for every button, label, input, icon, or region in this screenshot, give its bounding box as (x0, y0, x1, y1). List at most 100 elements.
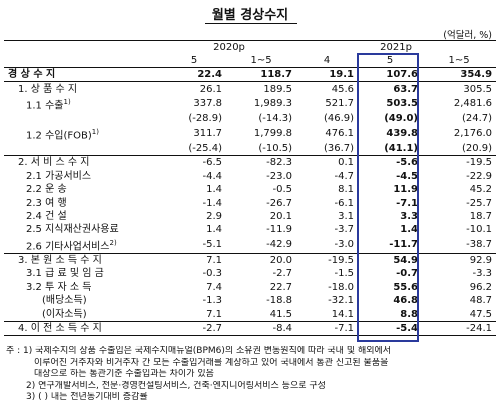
current-account-table: 2020p 2021p 5 1~5 4 5 1~5 경 상 수 지 22.4 118… (4, 40, 497, 337)
value-cell: 45.6 (296, 81, 359, 96)
row-label: 경 상 수 지 (4, 66, 162, 82)
value-cell: (-14.3) (258, 113, 293, 125)
value-cell: -38.7 (466, 239, 493, 251)
value-cell: 22.7 (269, 281, 293, 293)
value-cell: -3.3 (472, 268, 493, 280)
row-label: (배당소득) (42, 295, 87, 307)
value-cell: -11.9 (266, 224, 293, 236)
value-cell: -82.3 (226, 155, 297, 170)
header-row-months: 5 1~5 4 5 1~5 (4, 54, 496, 68)
value-cell: -3.7 (334, 224, 355, 236)
table-row: (이자소득) 7.1 41.5 14.1 8.8 47.5 (4, 307, 496, 321)
value-cell: -8.4 (226, 320, 297, 337)
value-cell: 7.4 (206, 281, 222, 293)
value-cell: (24.7) (461, 113, 493, 125)
value-cell: -10.1 (466, 224, 493, 236)
value-cell: -2.7 (162, 320, 226, 337)
header-col: 4 (323, 55, 331, 66)
footnotes: 주 : 1) 국제수지의 상품 수출입은 국제수지매뉴얼(BPM6)의 소유권 … (6, 346, 496, 404)
page-title: 월별 경상수지 (211, 8, 289, 23)
row-label: 1. 상 품 수 지 (4, 81, 162, 96)
table-row: 3.1 급 료 및 임 금 -0.3 -2.7 -1.5 -0.7 -3.3 (4, 267, 496, 280)
header-col: 5 (190, 55, 198, 66)
value-cell: 2.9 (206, 210, 222, 222)
value-cell: 45.2 (469, 184, 493, 196)
value-cell: 47.5 (469, 308, 493, 320)
value-cell: -6.5 (162, 155, 226, 170)
footnote-line: 대상으로 하는 통관기준 수출입과는 차이가 있음 (34, 369, 214, 379)
header-row-years: 2020p 2021p (4, 40, 497, 54)
value-cell: 7.1 (206, 308, 222, 320)
value-cell: 311.7 (193, 128, 222, 140)
table-row: 4. 이 전 소 득 수 지 -2.7 -8.4 -7.1 -5.4 -24.1 (4, 320, 497, 337)
value-cell: -19.5 (296, 252, 359, 268)
row-label: 2.5 지식재산권사용료 (26, 224, 119, 236)
table-row: 2.2 운 송 1.4 -0.5 8.1 11.9 45.2 (4, 183, 496, 196)
row-label: 2. 서 비 스 수 지 (4, 155, 162, 170)
value-cell: 503.5 (386, 98, 419, 110)
value-cell: (49.0) (384, 113, 419, 125)
value-cell: 1.4 (400, 224, 419, 236)
value-cell: 2,176.0 (453, 128, 493, 140)
value-cell: -4.5 (396, 170, 419, 182)
row-label: 3.1 급 료 및 임 금 (26, 268, 104, 280)
table-row: 1. 상 품 수 지 26.1 189.5 45.6 63.7 305.5 (4, 81, 497, 96)
value-cell: (36.7) (323, 143, 355, 155)
value-cell: 3.1 (338, 210, 355, 222)
row-label: 1.1 수출1) (26, 97, 71, 112)
table-row: 2.1 가공서비스 -4.4 -23.0 -4.7 -4.5 -22.9 (4, 170, 496, 183)
value-cell: -1.4 (202, 197, 222, 209)
value-cell: -2.7 (272, 268, 293, 280)
table-row: 2. 서 비 스 수 지 -6.5 -82.3 0.1 -5.6 -19.5 (4, 155, 497, 170)
value-cell: 476.1 (325, 128, 355, 140)
value-cell: (20.9) (461, 143, 493, 155)
table-row: 3.2 투 자 소 득 7.4 22.7 -18.0 55.6 96.2 (4, 281, 496, 294)
unit-label: (억달러, %) (443, 30, 492, 41)
value-cell: -4.4 (202, 170, 222, 182)
value-cell: -7.1 (296, 320, 359, 337)
table-row: 1.1 수출1) 337.8 1,989.3 521.7 503.5 2,481.6 (4, 96, 496, 112)
value-cell: (-25.4) (188, 143, 222, 155)
row-label: 2.3 여 행 (26, 197, 67, 209)
value-cell: (-10.5) (258, 143, 293, 155)
value-cell: (-28.9) (188, 113, 222, 125)
value-cell: -5.1 (202, 239, 222, 251)
value-cell: (41.1) (384, 143, 419, 155)
value-cell: -3.0 (334, 239, 355, 251)
table-row: (-28.9) (-14.3) (46.9) (49.0) (24.7) (4, 112, 496, 125)
value-cell: -6.1 (334, 197, 355, 209)
value-cell: -24.1 (422, 320, 497, 337)
footnote-line: 3) ( ) 내는 전년동기대비 증감률 (26, 392, 148, 402)
value-cell: 92.9 (422, 252, 497, 268)
value-cell: -32.1 (328, 295, 355, 307)
value-cell: 354.9 (422, 66, 497, 82)
value-cell: -1.5 (334, 268, 355, 280)
footnote-line: 2) 연구개발서비스, 전문·경영컨설팅서비스, 건축·엔지니어링서비스 등으로… (26, 380, 326, 391)
value-cell: 1.4 (206, 184, 222, 196)
row-label: 2.4 건 설 (26, 210, 67, 222)
header-blank (4, 40, 162, 54)
value-cell: -42.9 (266, 239, 293, 251)
value-cell: -5.6 (358, 155, 423, 170)
value-cell: 8.1 (338, 184, 355, 196)
header-blank (4, 54, 162, 68)
value-cell: -0.5 (272, 184, 293, 196)
value-cell: -11.7 (389, 239, 419, 251)
value-cell: 1.4 (206, 224, 222, 236)
value-cell: 189.5 (226, 81, 297, 96)
value-cell: 521.7 (325, 98, 355, 110)
value-cell: -22.9 (466, 170, 493, 182)
value-cell: 11.9 (393, 184, 419, 196)
value-cell: -7.1 (396, 197, 419, 209)
footnote-line: 주 : 1) 국제수지의 상품 수출입은 국제수지매뉴얼(BPM6)의 소유권 … (6, 346, 392, 356)
title-underline (205, 23, 297, 24)
table-row: 2.3 여 행 -1.4 -26.7 -6.1 -7.1 -25.7 (4, 196, 496, 209)
footnote-ref: 1) (63, 97, 71, 106)
row-label: 4. 이 전 소 득 수 지 (4, 320, 162, 337)
row-label: 2.6 기타사업서비스2) (26, 238, 117, 252)
value-cell: 26.1 (162, 81, 226, 96)
value-cell: 7.1 (162, 252, 226, 268)
footnote-ref: 1) (91, 127, 99, 136)
value-cell: 118.7 (226, 66, 297, 82)
value-cell: -5.4 (358, 320, 423, 337)
